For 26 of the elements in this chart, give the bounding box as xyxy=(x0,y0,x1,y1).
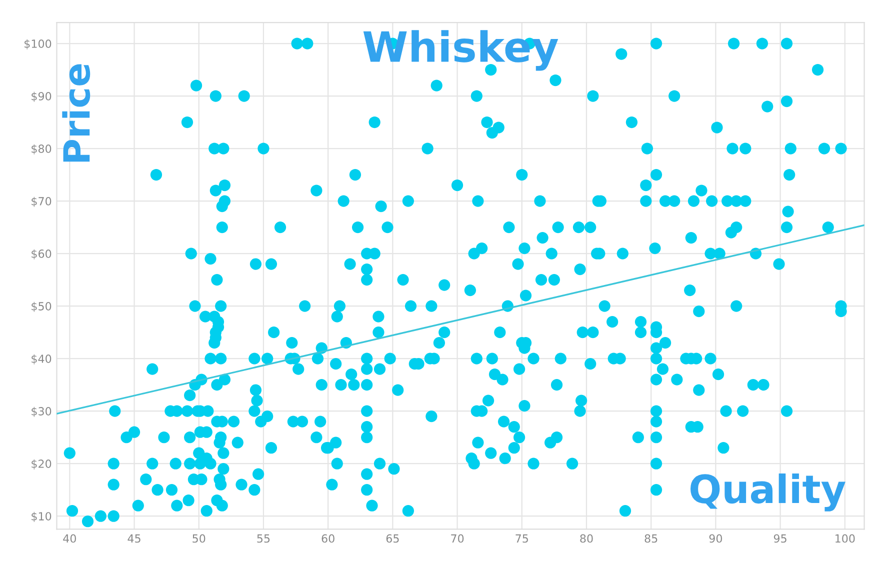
y-tick-label: $40 xyxy=(32,354,52,364)
y-tick-label: $20 xyxy=(32,459,52,470)
x-tick-label: 65 xyxy=(386,534,399,543)
x-axis-title: Quality xyxy=(690,473,846,512)
x-tick-label: 45 xyxy=(128,534,140,543)
x-tick-label: 50 xyxy=(192,534,206,543)
y-tick-label: $50 xyxy=(32,302,52,312)
x-tick-label: 70 xyxy=(451,534,464,543)
x-tick-label: 90 xyxy=(709,534,722,543)
x-tick-label: 55 xyxy=(257,534,270,543)
y-tick-label: $100 xyxy=(24,39,52,50)
y-tick-label: $90 xyxy=(32,92,52,102)
x-tick-label: 75 xyxy=(516,534,528,543)
x-tick-label: 95 xyxy=(774,534,786,543)
y-tick-label: $60 xyxy=(32,249,52,260)
x-tick-label: 60 xyxy=(322,534,334,543)
x-tick-label: 80 xyxy=(580,534,593,543)
x-tick-label: 100 xyxy=(836,534,855,543)
chart-title: Whiskey xyxy=(363,30,558,71)
y-tick-label: $30 xyxy=(32,406,52,417)
x-tick-label: 85 xyxy=(644,534,658,543)
y-axis-title: Price xyxy=(62,64,90,162)
y-tick-label: $70 xyxy=(32,196,52,207)
y-tick-label: $10 xyxy=(32,512,52,522)
x-tick-label: 40 xyxy=(63,534,76,543)
y-tick-label: $80 xyxy=(32,144,52,154)
